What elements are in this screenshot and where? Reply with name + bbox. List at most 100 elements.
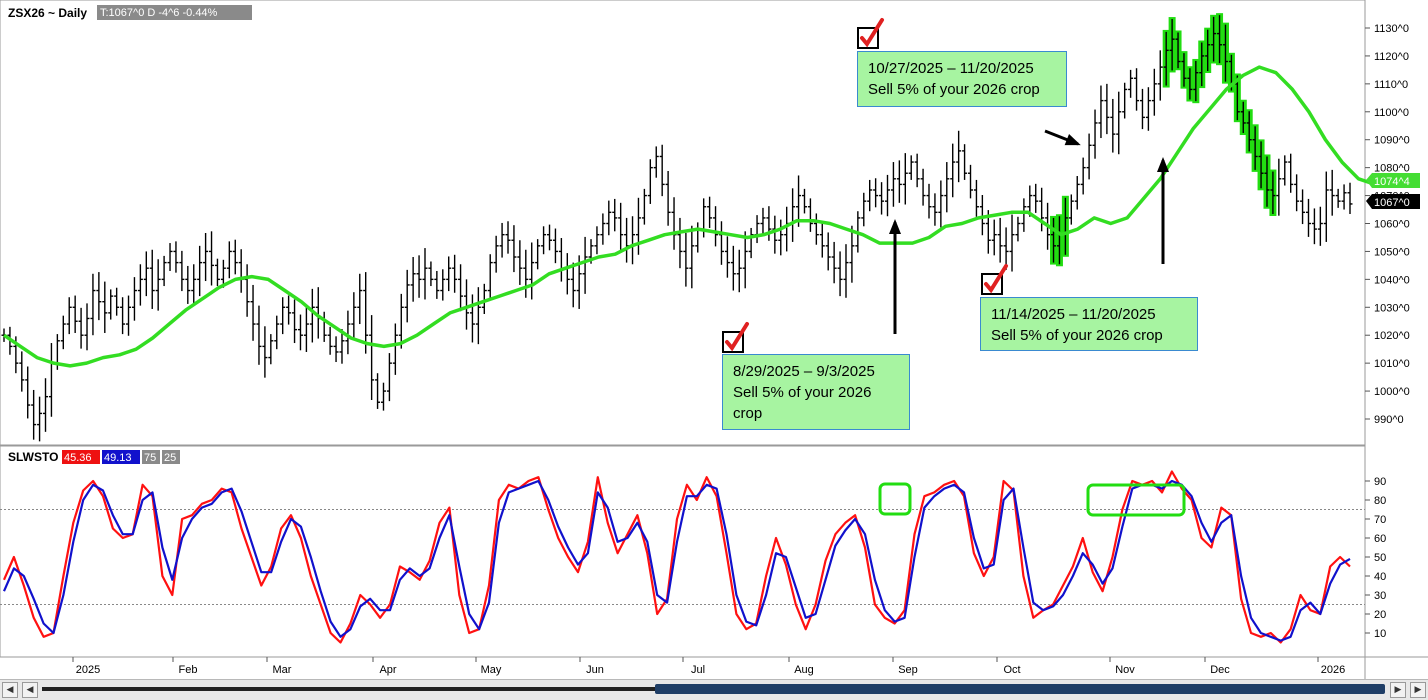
- price-bar: [766, 206, 772, 241]
- price-bar: [997, 217, 1003, 263]
- check-icon: [981, 264, 1008, 295]
- price-bar: [1311, 208, 1317, 245]
- stochastic-layer: 10 20 30 40 50 60 70 80 90: [0, 470, 1386, 644]
- price-bar: [220, 259, 226, 288]
- price-bar: [890, 162, 896, 207]
- price-bar: [493, 235, 499, 273]
- price-bar: [452, 254, 458, 293]
- price-bar: [274, 315, 280, 350]
- price-bar: [1317, 206, 1323, 246]
- price-bar: [1193, 60, 1199, 102]
- scroll-thumb[interactable]: [655, 684, 1385, 694]
- price-bar: [1051, 217, 1057, 263]
- price-bar: [796, 175, 802, 227]
- price-bar: [582, 236, 588, 294]
- price-bar: [1300, 189, 1306, 225]
- price-bar: [108, 289, 114, 320]
- price-bar: [398, 293, 404, 349]
- annotation-oct-nov-action: Sell 5% of your 2026 crop: [868, 81, 1040, 98]
- price-bar: [968, 164, 974, 199]
- price-bar: [487, 254, 493, 299]
- price-bar: [155, 259, 161, 311]
- price-bar: [96, 272, 102, 321]
- last-price-label: 1067^0: [1374, 197, 1410, 209]
- price-bar: [736, 249, 742, 293]
- stoch-d-value: 49.13: [104, 452, 132, 464]
- price-bar: [404, 269, 410, 323]
- price-bar: [327, 326, 333, 355]
- price-axis-tick-label: 990^0: [1374, 414, 1404, 426]
- stoch-lower-badge: [162, 450, 180, 464]
- price-bar: [303, 307, 309, 352]
- price-bar: [511, 225, 517, 273]
- price-bar: [60, 315, 66, 350]
- price-bar: [357, 273, 363, 325]
- price-bar: [825, 232, 831, 271]
- price-bar: [1252, 126, 1258, 170]
- price-bar: [120, 297, 126, 335]
- stoch-axis-tick-label: 50: [1374, 552, 1386, 564]
- scroll-right-icon[interactable]: ▶: [1390, 682, 1406, 698]
- price-bar: [724, 236, 730, 278]
- price-bar: [861, 192, 867, 227]
- price-bar: [973, 179, 979, 217]
- price-bar: [1003, 227, 1009, 270]
- arrow-icon: [1044, 129, 1081, 146]
- price-bar: [896, 160, 902, 203]
- price-bar: [292, 299, 298, 344]
- price-bar: [333, 336, 339, 363]
- time-axis-tick-label: 2026: [1321, 664, 1345, 676]
- price-bar: [1157, 50, 1163, 101]
- price-bar: [410, 257, 416, 302]
- price-bar: [481, 283, 487, 314]
- ma-last-tag: 1074^4: [1366, 173, 1420, 188]
- price-bar: [167, 243, 173, 271]
- price-bar: [1104, 83, 1110, 135]
- price-bar: [84, 303, 90, 351]
- price-bar: [203, 232, 209, 282]
- price-bar: [1033, 183, 1039, 213]
- horizontal-scrollbar[interactable]: ◀ ◀ ▶ ▶: [0, 679, 1428, 700]
- scroll-left-end-icon[interactable]: ◀: [2, 682, 18, 698]
- ma-last-label: 1074^4: [1374, 176, 1410, 188]
- price-bar: [837, 251, 843, 297]
- time-axis-tick-label: Mar: [273, 664, 292, 676]
- price-bar: [1122, 82, 1128, 119]
- price-bar: [386, 353, 392, 402]
- stoch-upper-badge: [142, 450, 160, 464]
- price-bar: [440, 269, 446, 301]
- price-bar: [185, 265, 191, 304]
- price-bar: [884, 174, 890, 217]
- price-bar: [499, 222, 505, 258]
- price-bar: [659, 144, 665, 197]
- stoch-upper-value: 75: [144, 452, 156, 464]
- stoch-axis-tick-label: 90: [1374, 476, 1386, 488]
- price-bar: [1246, 111, 1252, 152]
- stoch-axis-tick-label: 60: [1374, 533, 1386, 545]
- price-bar: [1240, 101, 1246, 134]
- price-bar: [529, 242, 535, 300]
- price-bar: [66, 297, 72, 335]
- annotation-sep-dates: 8/29/2025 – 9/3/2025: [733, 363, 875, 380]
- price-bar: [843, 244, 849, 298]
- time-axis-tick-label: Feb: [179, 664, 198, 676]
- price-bar: [434, 270, 440, 299]
- price-bar: [772, 215, 778, 254]
- price-axis-tick-label: 1080^0: [1374, 163, 1410, 175]
- price-bar: [280, 297, 286, 335]
- price-bar: [131, 277, 137, 321]
- last-price-tag: 1067^0: [1366, 194, 1420, 209]
- price-bar: [535, 239, 541, 270]
- price-bar: [665, 170, 671, 226]
- price-bar: [464, 279, 470, 330]
- quote-label: T:1067^0 D -4^6 -0.44%: [100, 7, 218, 19]
- scroll-left-icon[interactable]: ◀: [22, 682, 38, 698]
- price-bar: [1211, 16, 1217, 62]
- check-icon: [857, 18, 884, 49]
- price-axis-tick-label: 1110^0: [1374, 79, 1408, 91]
- scroll-right-end-icon[interactable]: ▶: [1410, 682, 1426, 698]
- stoch-axis-tick-label: 80: [1374, 495, 1386, 507]
- price-bar: [1021, 198, 1027, 232]
- price-bar: [37, 396, 43, 442]
- price-bar: [902, 153, 908, 205]
